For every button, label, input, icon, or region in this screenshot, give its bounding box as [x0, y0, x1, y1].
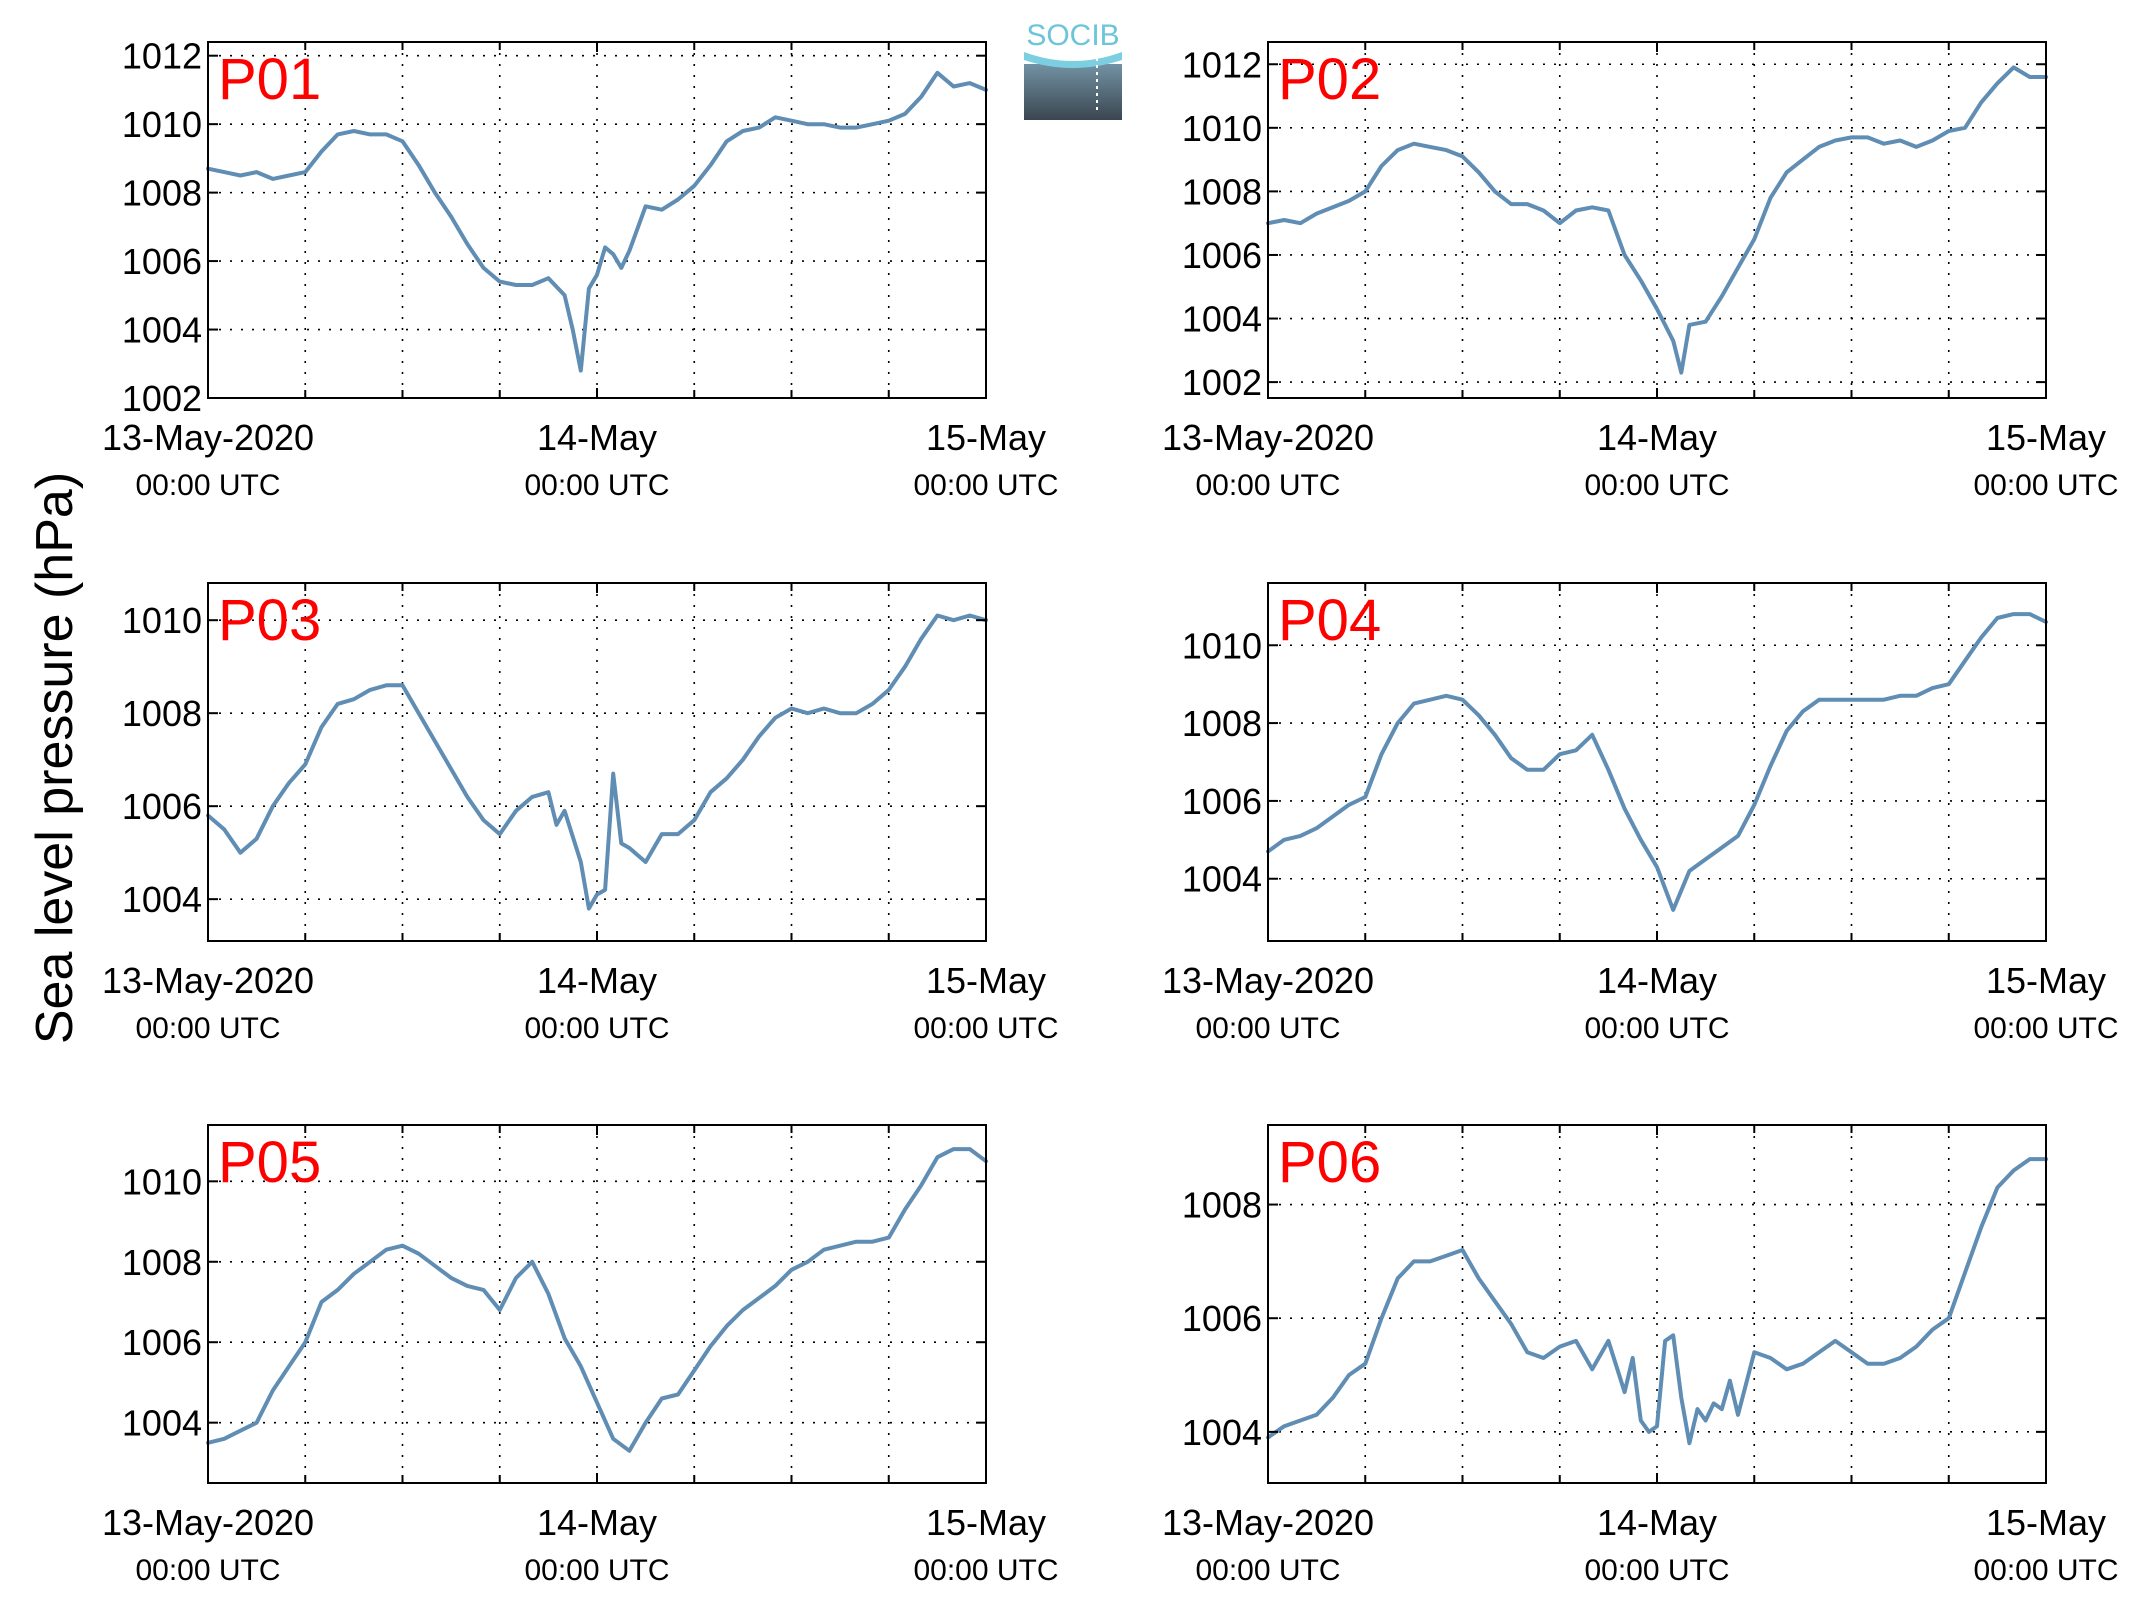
- x-tick-label: 14-May: [537, 1502, 657, 1543]
- y-tick-label: 1006: [122, 241, 202, 282]
- x-tick-sublabel: 00:00 UTC: [1584, 1554, 1729, 1587]
- y-tick-label: 1008: [1182, 703, 1262, 744]
- y-tick-label: 1010: [1182, 625, 1262, 666]
- x-tick-sublabel: 00:00 UTC: [1584, 469, 1729, 502]
- panel-p05: 1004 1006 1008 1010 13-May-2020 00:00 UTC 14-M…: [102, 1124, 1059, 1587]
- logo-text: SOCIB: [1026, 19, 1119, 52]
- panel-p01: 1002 1004 1006 1008 1010 1012 13-May-2020 00:00…: [102, 36, 1059, 502]
- y-tick-label: 1006: [122, 786, 202, 827]
- y-axis-label: Sea level pressure (hPa): [26, 472, 84, 1044]
- y-tick-label: 1004: [1182, 1412, 1262, 1453]
- y-tick-label: 1010: [122, 1161, 202, 1202]
- y-tick-label: 1008: [122, 693, 202, 734]
- panel-label: P02: [1278, 47, 1381, 112]
- panel-p02: 1002 1004 1006 1008 1010 1012 13-May-2020 00:00…: [1162, 41, 2119, 502]
- x-tick-sublabel: 00:00 UTC: [135, 1012, 280, 1045]
- panel-label: P01: [218, 47, 321, 112]
- x-tick-sublabel: 00:00 UTC: [1584, 1012, 1729, 1045]
- x-tick-label: 13-May-2020: [102, 1502, 314, 1543]
- y-tick-label: 1010: [1182, 108, 1262, 149]
- y-tick-label: 1006: [1182, 235, 1262, 276]
- panel-p03: 1004 1006 1008 1010 13-May-2020 00:00 UTC 14-M…: [102, 582, 1059, 1045]
- panel-label: P04: [1278, 588, 1381, 653]
- x-tick-sublabel: 00:00 UTC: [1195, 1554, 1340, 1587]
- x-tick-label: 13-May-2020: [102, 417, 314, 458]
- x-tick-sublabel: 00:00 UTC: [1195, 1012, 1340, 1045]
- y-tick-label: 1008: [122, 173, 202, 214]
- x-tick-label: 15-May: [926, 1502, 1046, 1543]
- y-tick-label: 1006: [1182, 1298, 1262, 1339]
- series-line: [206, 1147, 988, 1453]
- x-tick-label: 13-May-2020: [1162, 417, 1374, 458]
- y-tick-label: 1004: [1182, 859, 1262, 900]
- series-line: [206, 613, 988, 911]
- socib-logo: SOCIB: [1024, 19, 1122, 120]
- x-tick-sublabel: 00:00 UTC: [135, 469, 280, 502]
- x-tick-sublabel: 00:00 UTC: [913, 469, 1058, 502]
- y-tick-label: 1012: [122, 36, 202, 77]
- y-tick-label: 1006: [1182, 781, 1262, 822]
- x-tick-sublabel: 00:00 UTC: [135, 1554, 280, 1587]
- x-tick-label: 13-May-2020: [102, 960, 314, 1001]
- x-tick-label: 15-May: [926, 417, 1046, 458]
- x-tick-sublabel: 00:00 UTC: [524, 469, 669, 502]
- x-tick-sublabel: 00:00 UTC: [1973, 1012, 2118, 1045]
- y-tick-label: 1008: [1182, 1185, 1262, 1226]
- panel-p06: 1004 1006 1008 13-May-2020 00:00 UTC 14-May 00…: [1162, 1124, 2119, 1587]
- panel-label: P05: [218, 1130, 321, 1195]
- x-tick-label: 13-May-2020: [1162, 960, 1374, 1001]
- y-tick-label: 1008: [122, 1242, 202, 1283]
- x-tick-sublabel: 00:00 UTC: [524, 1012, 669, 1045]
- x-tick-sublabel: 00:00 UTC: [1973, 1554, 2118, 1587]
- x-tick-label: 14-May: [1597, 1502, 1717, 1543]
- series-line: [206, 70, 988, 373]
- y-tick-label: 1004: [122, 879, 202, 920]
- series-line: [1266, 65, 2048, 375]
- y-tick-label: 1010: [122, 104, 202, 145]
- series-line: [1266, 1157, 2048, 1446]
- x-tick-sublabel: 00:00 UTC: [913, 1012, 1058, 1045]
- x-tick-label: 15-May: [1986, 960, 2106, 1001]
- x-tick-sublabel: 00:00 UTC: [913, 1554, 1058, 1587]
- x-tick-label: 15-May: [1986, 417, 2106, 458]
- y-tick-label: 1008: [1182, 171, 1262, 212]
- x-tick-label: 14-May: [1597, 417, 1717, 458]
- x-tick-sublabel: 00:00 UTC: [524, 1554, 669, 1587]
- panel-label: P06: [1278, 1130, 1381, 1195]
- x-tick-label: 14-May: [537, 417, 657, 458]
- panel-label: P03: [218, 588, 321, 653]
- x-tick-sublabel: 00:00 UTC: [1973, 469, 2118, 502]
- y-tick-label: 1002: [1182, 362, 1262, 403]
- y-tick-label: 1004: [122, 310, 202, 351]
- x-tick-label: 13-May-2020: [1162, 1502, 1374, 1543]
- y-tick-label: 1002: [122, 378, 202, 419]
- series-line: [1266, 612, 2048, 912]
- panel-p04: 1004 1006 1008 1010 13-May-2020 00:00 UTC 14-M…: [1162, 582, 2119, 1045]
- y-tick-label: 1004: [1182, 299, 1262, 340]
- y-tick-label: 1004: [122, 1403, 202, 1444]
- x-tick-label: 14-May: [537, 960, 657, 1001]
- y-tick-label: 1012: [1182, 44, 1262, 85]
- x-tick-label: 15-May: [1986, 1502, 2106, 1543]
- logo-wave: [1024, 52, 1122, 68]
- panels: 1002 1004 1006 1008 1010 1012 13-May-2020 00:00…: [102, 36, 2119, 1587]
- x-tick-sublabel: 00:00 UTC: [1195, 469, 1340, 502]
- x-tick-label: 15-May: [926, 960, 1046, 1001]
- y-tick-label: 1010: [122, 600, 202, 641]
- x-tick-label: 14-May: [1597, 960, 1717, 1001]
- y-tick-label: 1006: [122, 1322, 202, 1363]
